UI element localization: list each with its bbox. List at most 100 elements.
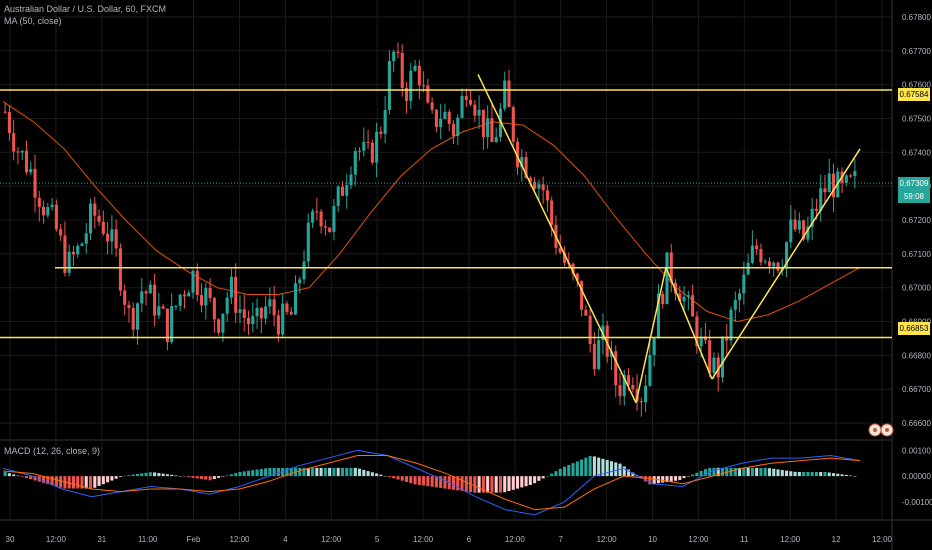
candle-body xyxy=(614,351,618,386)
candle-body xyxy=(648,354,652,386)
macd-histogram-bar xyxy=(20,476,24,477)
macd-histogram-bar xyxy=(246,470,251,477)
macd-histogram-bar xyxy=(319,467,323,477)
candle-body xyxy=(221,313,225,333)
symbol-title[interactable]: Australian Dollar / U.S. Dollar, 60, FXC… xyxy=(4,4,167,14)
macd-histogram-bar xyxy=(161,473,165,477)
macd-histogram-bar xyxy=(298,467,302,477)
macd-histogram-bar xyxy=(678,476,682,480)
time-tick-label: 4 xyxy=(283,535,288,544)
macd-axis[interactable]: 0.00100 0.00000 -0.00100 xyxy=(902,446,932,507)
countdown-tag: 59:08 xyxy=(898,190,930,203)
macd-histogram-bar xyxy=(481,476,485,493)
macd-histogram-bar xyxy=(3,472,7,477)
price-axis[interactable]: 0.678000.677000.676000.675000.674000.673… xyxy=(902,13,931,428)
candle-body xyxy=(413,65,417,71)
time-tick-label: 12:00 xyxy=(321,535,342,544)
macd-histogram-bar xyxy=(550,473,554,477)
candle-body xyxy=(819,188,823,211)
macd-histogram-bar xyxy=(165,474,169,477)
macd-histogram-bar xyxy=(622,466,626,477)
macd-histogram-bar xyxy=(251,470,255,477)
macd-histogram-bar xyxy=(806,472,810,477)
time-axis[interactable]: 30 12:00 31 11:00 Feb 12:00 4 12:00 5 12:00 6 12:00… xyxy=(6,535,893,544)
candle-body xyxy=(165,308,169,343)
candle-body xyxy=(622,375,626,397)
trend-line[interactable] xyxy=(477,74,637,404)
time-tick-label: 7 xyxy=(559,535,564,544)
macd-histogram-bar xyxy=(200,476,204,480)
candle-body xyxy=(802,220,806,240)
candle-body xyxy=(298,279,302,284)
macd-histogram-bar xyxy=(831,473,836,477)
macd-histogram-bar xyxy=(392,476,396,479)
candle-body xyxy=(50,204,54,208)
macd-histogram-bar xyxy=(80,476,84,489)
candle-body xyxy=(332,205,336,232)
macd-histogram-bar xyxy=(554,471,558,477)
macd-histogram-bar xyxy=(498,476,502,493)
candle-body xyxy=(293,283,298,315)
macd-histogram-bar xyxy=(187,476,191,478)
macd-histogram-bar xyxy=(387,476,391,478)
macd-histogram-bar xyxy=(114,476,118,479)
price-tick-label: 0.66700 xyxy=(902,385,931,394)
candle-body xyxy=(84,233,88,244)
macd-histogram-bar xyxy=(840,474,844,477)
time-tick-label: Feb xyxy=(187,535,201,544)
macd-histogram-bar xyxy=(336,467,340,477)
macd-histogram-bar xyxy=(101,476,105,485)
trend-line[interactable] xyxy=(711,148,861,380)
macd-histogram-bar xyxy=(601,458,605,477)
candle-body xyxy=(251,316,255,325)
candle-body xyxy=(106,233,110,242)
macd-histogram-bar xyxy=(434,476,438,488)
time-tick-label: 12 xyxy=(832,535,841,544)
horizontal-levels[interactable] xyxy=(0,89,892,339)
candle-body xyxy=(387,60,391,111)
trend-lines[interactable] xyxy=(477,74,861,404)
candle-body xyxy=(575,273,579,281)
candle-body xyxy=(806,226,810,240)
bottom-level-tag: 0.66853 xyxy=(898,322,930,335)
macd-histogram-bar xyxy=(750,467,754,477)
macd-histogram-bar xyxy=(212,476,216,480)
candle-body xyxy=(234,276,238,313)
time-tick-label: 11:00 xyxy=(138,535,158,544)
candle-body xyxy=(182,294,187,297)
macd-histogram-bar xyxy=(823,472,827,477)
macd-histogram-bar xyxy=(785,470,789,477)
macd-histogram-bar xyxy=(276,467,280,477)
candle-body xyxy=(315,211,319,213)
candle-body xyxy=(3,111,7,113)
tradingview-logo-icon xyxy=(868,423,894,437)
time-tick-label: 12:00 xyxy=(688,535,709,544)
trend-line[interactable] xyxy=(665,267,713,380)
signal-line xyxy=(2,454,861,511)
macd-legend[interactable]: MACD (12, 26, close, 9) xyxy=(4,446,101,456)
candle-body xyxy=(161,306,165,309)
trend-line[interactable] xyxy=(635,267,667,403)
candle-body xyxy=(631,384,635,390)
candle-body xyxy=(144,291,148,294)
macd-histogram-bar xyxy=(84,476,88,489)
candle-body xyxy=(54,204,58,230)
macd-histogram-bar xyxy=(460,476,464,491)
candle-body xyxy=(311,211,315,223)
candle-body xyxy=(370,142,374,163)
macd-histogram-bar xyxy=(315,467,319,477)
macd-histogram-bar xyxy=(567,464,571,477)
candle-body xyxy=(460,96,464,118)
candle-body xyxy=(477,109,481,116)
candle-body xyxy=(246,318,251,325)
macd-histogram-bar xyxy=(375,473,379,477)
candle-body xyxy=(695,316,699,347)
candle-body xyxy=(430,102,434,110)
macd-histogram-bar xyxy=(729,467,733,477)
price-tick-label: 0.67700 xyxy=(902,47,931,56)
ma-legend[interactable]: MA (50, close) xyxy=(4,16,62,26)
macd-histogram-bar xyxy=(285,467,289,477)
candle-body xyxy=(703,336,707,341)
candle-body xyxy=(767,261,771,267)
